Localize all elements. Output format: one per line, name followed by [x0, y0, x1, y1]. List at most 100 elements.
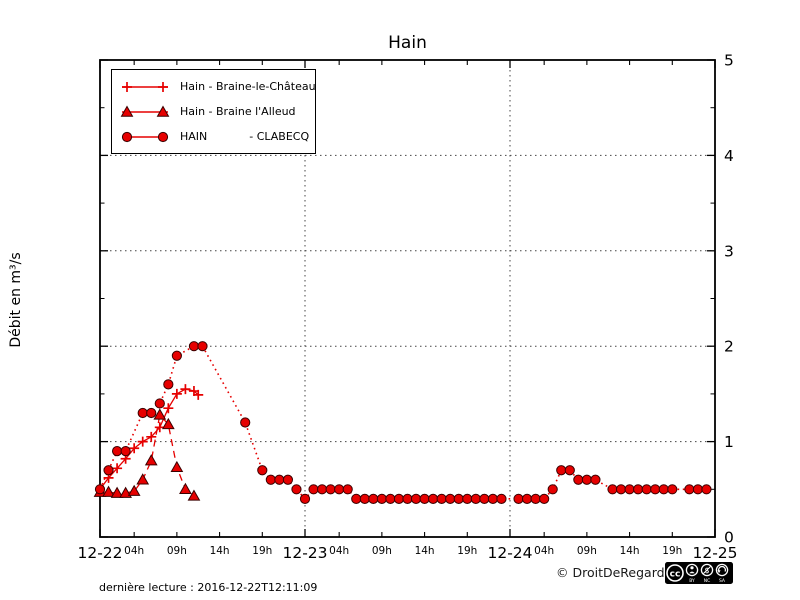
- x-day-tick-label: 12-22: [77, 544, 122, 562]
- svg-text:SA: SA: [719, 578, 726, 584]
- x-day-tick-label: 12-25: [692, 544, 737, 562]
- circle-marker: [334, 484, 345, 495]
- series-line: [99, 388, 199, 490]
- legend-plus-marker-icon: [122, 81, 168, 92]
- circle-marker: [94, 484, 106, 495]
- circle-marker: [376, 493, 387, 504]
- x-hour-tick-label: 14h: [415, 545, 435, 557]
- circle-marker: [419, 493, 430, 504]
- svg-text:cc: cc: [670, 570, 681, 580]
- x-hour-tick-label: 19h: [252, 545, 272, 557]
- x-hour-tick-label: 04h: [534, 545, 554, 557]
- x-hour-tick-label: 09h: [577, 545, 597, 557]
- x-hour-tick-label: 19h: [662, 545, 682, 557]
- circle-marker: [274, 474, 285, 485]
- y-tick-label: 0: [724, 529, 734, 547]
- circle-marker: [154, 398, 165, 409]
- x-hour-tick-label: 09h: [372, 545, 392, 557]
- circle-marker: [197, 341, 208, 352]
- circle-marker: [351, 493, 362, 504]
- y-tick-label: 4: [724, 147, 734, 165]
- plus-marker: [112, 463, 123, 474]
- legend-circle-marker-icon: [121, 131, 169, 142]
- plus-marker: [180, 384, 191, 395]
- circle-marker: [556, 465, 567, 476]
- circle-marker: [496, 493, 507, 504]
- circle-marker: [573, 474, 584, 485]
- plus-marker: [137, 436, 148, 447]
- x-hour-tick-label: 04h: [124, 545, 144, 557]
- legend-item: Hain - Braine-le-Château: [112, 75, 316, 99]
- triangle-marker: [127, 484, 141, 496]
- circle-marker: [325, 484, 336, 495]
- circle-marker: [393, 493, 405, 504]
- y-axis-label: Débit en m³/s: [8, 252, 24, 348]
- circle-marker: [402, 493, 413, 504]
- x-hour-tick-label: 14h: [210, 545, 230, 557]
- circle-marker: [111, 446, 123, 457]
- triangle-marker: [144, 454, 158, 466]
- last-reading-note: dernière lecture : 2016-12-22T12:11:09: [99, 581, 318, 594]
- legend-item: HAIN - CLABECQ: [112, 125, 315, 149]
- triangle-marker: [153, 408, 167, 420]
- circle-marker: [163, 379, 174, 390]
- circle-marker: [291, 484, 302, 495]
- circle-marker: [513, 493, 524, 504]
- circle-marker: [188, 341, 200, 352]
- circle-marker: [445, 493, 456, 504]
- x-day-tick-label: 12-23: [282, 544, 327, 562]
- circle-marker: [564, 465, 575, 476]
- plus-marker: [193, 389, 204, 400]
- circle-marker: [359, 493, 370, 504]
- y-tick-label: 5: [724, 52, 734, 70]
- circle-marker: [470, 493, 481, 504]
- circle-marker: [265, 474, 276, 485]
- triangle-marker: [161, 417, 175, 430]
- x-hour-tick-label: 09h: [167, 545, 187, 557]
- x-hour-tick-label: 14h: [620, 545, 640, 557]
- circle-marker: [410, 493, 422, 504]
- legend-item-label: Hain - Braine-le-Château: [180, 80, 316, 93]
- copyright-text: © DroitDeRegard.be: [556, 565, 685, 580]
- svg-text:BY: BY: [689, 578, 695, 584]
- legend-box: Hain - Braine-le-Château Hain - Braine l'…: [111, 69, 316, 154]
- circle-marker: [615, 484, 627, 495]
- chart-title: Hain: [388, 33, 427, 53]
- svg-text:NC: NC: [704, 578, 711, 584]
- circle-marker: [299, 493, 311, 504]
- circle-marker: [547, 484, 558, 495]
- plus-marker: [129, 443, 140, 454]
- circle-marker: [487, 493, 499, 504]
- circle-marker: [428, 493, 439, 504]
- circle-marker: [171, 350, 182, 361]
- x-day-tick-label: 12-24: [487, 544, 532, 562]
- circle-marker: [581, 474, 592, 485]
- circle-marker: [316, 484, 328, 495]
- circle-marker: [240, 417, 251, 428]
- legend-item-label: Hain - Braine l'Alleud: [180, 105, 296, 118]
- circle-marker: [453, 493, 464, 504]
- triangle-marker: [110, 486, 124, 498]
- circle-marker: [103, 465, 114, 476]
- circle-marker: [342, 484, 353, 495]
- triangle-marker: [119, 486, 132, 498]
- triangle-marker: [170, 460, 184, 473]
- circle-marker: [650, 484, 661, 495]
- legend-item-label: HAIN - CLABECQ: [180, 130, 310, 143]
- circle-marker: [658, 484, 669, 495]
- circle-marker: [436, 493, 447, 504]
- triangle-marker: [187, 489, 201, 501]
- circle-marker: [368, 493, 379, 504]
- y-tick-label: 2: [724, 338, 734, 356]
- legend-item: Hain - Braine l'Alleud: [112, 100, 315, 124]
- x-hour-tick-label: 19h: [457, 545, 477, 557]
- circle-marker: [701, 484, 712, 495]
- series-line: [99, 345, 707, 500]
- circle-marker: [633, 484, 644, 495]
- triangle-marker: [102, 485, 115, 497]
- circle-marker: [257, 465, 268, 476]
- triangle-marker: [136, 473, 150, 485]
